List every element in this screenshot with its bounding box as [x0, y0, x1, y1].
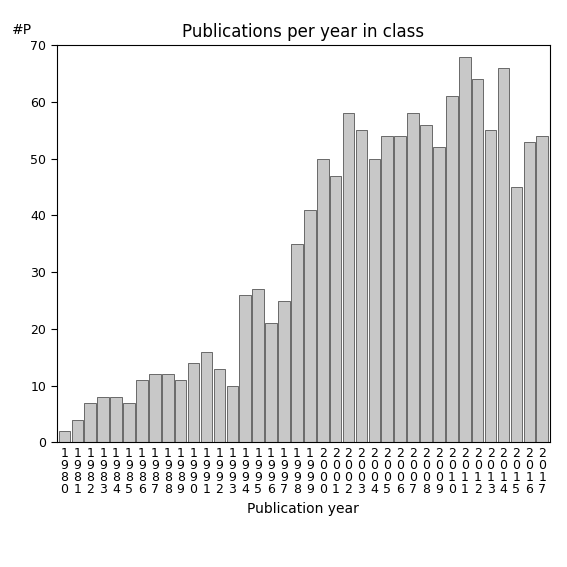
Bar	[175, 380, 187, 442]
Bar	[265, 323, 277, 442]
Bar	[98, 397, 109, 442]
Bar	[433, 147, 445, 442]
Bar	[149, 374, 160, 442]
Bar	[162, 374, 174, 442]
Bar	[407, 113, 419, 442]
Bar	[369, 159, 380, 442]
Bar	[278, 301, 290, 442]
Bar	[382, 136, 393, 442]
Bar	[485, 130, 496, 442]
X-axis label: Publication year: Publication year	[247, 502, 359, 515]
Bar	[498, 68, 509, 442]
Bar	[330, 176, 341, 442]
Y-axis label: #P: #P	[12, 23, 32, 37]
Bar	[459, 57, 471, 442]
Bar	[395, 136, 406, 442]
Bar	[84, 403, 96, 442]
Bar	[291, 244, 303, 442]
Bar	[239, 295, 251, 442]
Bar	[201, 352, 212, 442]
Bar	[304, 210, 316, 442]
Bar	[420, 125, 432, 442]
Bar	[123, 403, 135, 442]
Bar	[472, 79, 484, 442]
Bar	[446, 96, 458, 442]
Bar	[252, 289, 264, 442]
Bar	[523, 142, 535, 442]
Bar	[111, 397, 122, 442]
Bar	[58, 431, 70, 442]
Bar	[71, 420, 83, 442]
Bar	[511, 187, 522, 442]
Bar	[342, 113, 354, 442]
Bar	[317, 159, 328, 442]
Bar	[226, 386, 238, 442]
Bar	[136, 380, 148, 442]
Title: Publications per year in class: Publications per year in class	[182, 23, 425, 41]
Bar	[214, 369, 225, 442]
Bar	[188, 363, 200, 442]
Bar	[536, 136, 548, 442]
Bar	[356, 130, 367, 442]
